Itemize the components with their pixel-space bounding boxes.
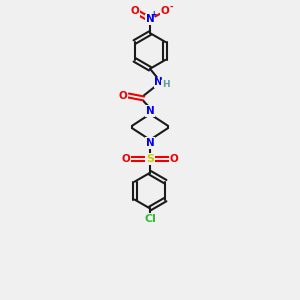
Text: O: O [170,154,178,164]
Text: -: - [170,3,173,12]
Text: S: S [146,154,154,164]
Text: H: H [162,80,170,89]
Text: N: N [146,106,154,116]
Text: O: O [130,6,139,16]
Text: N: N [154,77,163,87]
Text: O: O [161,6,170,16]
Text: Cl: Cl [144,214,156,224]
Text: N: N [146,14,154,25]
Text: N: N [146,138,154,148]
Text: O: O [118,91,127,100]
Text: O: O [122,154,130,164]
Text: +: + [150,10,156,19]
